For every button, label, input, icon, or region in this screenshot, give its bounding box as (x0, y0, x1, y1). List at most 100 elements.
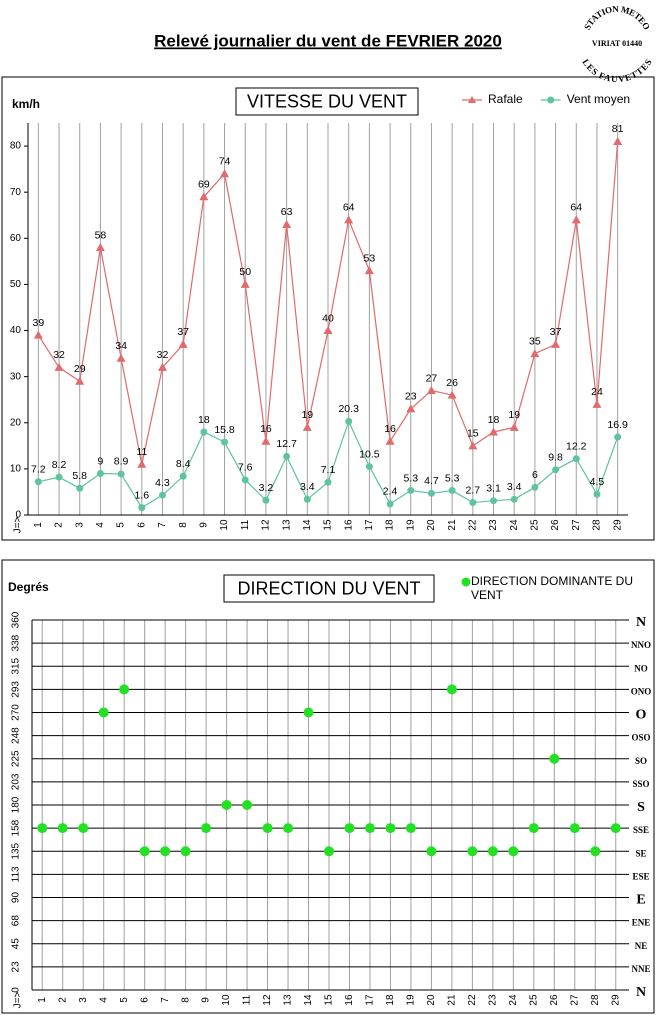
y-tick-label: 315 (11, 657, 22, 674)
x-tick-label: 4 (95, 522, 106, 528)
point (76, 484, 84, 492)
y-tick-label: 80 (10, 141, 22, 152)
data-label: 3.1 (486, 482, 501, 494)
y2-tick-label: OSO (631, 733, 650, 743)
data-label: 5.8 (72, 470, 87, 482)
x-tick-label: 8 (180, 997, 191, 1003)
point (283, 823, 294, 834)
y2-tick-label: E (636, 893, 645, 908)
y-axis-title: Degrés (8, 580, 49, 594)
point (75, 376, 85, 385)
page-title: Relevé journalier du vent de FEVRIER 202… (154, 31, 502, 50)
point (592, 399, 602, 408)
stamp-top: STATION METEO (582, 4, 652, 32)
data-label: 15.8 (214, 424, 235, 436)
point (323, 326, 333, 335)
x-tick-label: 20 (426, 519, 437, 531)
point (447, 390, 457, 399)
x-tick-label: 2 (57, 997, 68, 1003)
y-tick-label: 158 (11, 819, 22, 836)
x-tick-label: 26 (549, 994, 560, 1006)
point (78, 823, 89, 834)
x-tick-label: 19 (406, 994, 417, 1006)
x-tick-label: 29 (612, 519, 623, 531)
y2-tick-label: N (636, 985, 646, 1000)
y-tick-label: 60 (10, 233, 22, 244)
x-tick-label: 10 (219, 519, 230, 531)
point (220, 169, 230, 178)
x-axis-title: J=> (13, 517, 24, 534)
point (385, 436, 395, 445)
data-label: 4.3 (155, 477, 170, 489)
point (614, 433, 622, 441)
x-tick-label: 25 (528, 994, 539, 1006)
y-tick-label: 225 (11, 750, 22, 767)
legend-label: Rafale (488, 92, 523, 106)
data-label: 2.4 (383, 486, 398, 498)
point (282, 219, 292, 228)
data-label: 19 (301, 409, 313, 421)
point (137, 459, 147, 468)
point (262, 823, 273, 834)
data-label: 8.2 (52, 459, 67, 471)
point (593, 490, 601, 498)
y2-tick-label: NNO (631, 640, 651, 650)
data-label: 32 (53, 349, 65, 361)
data-label: 3.4 (507, 481, 522, 493)
legend-marker (468, 96, 476, 103)
data-label: 39 (33, 317, 45, 329)
data-label: 7.1 (321, 464, 336, 476)
data-label: 37 (177, 326, 189, 338)
point (531, 483, 539, 491)
point (240, 279, 250, 288)
x-tick-label: 26 (550, 519, 561, 531)
point (490, 497, 498, 505)
x-tick-label: 1 (33, 522, 44, 528)
x-axis-title: J=> (13, 992, 24, 1009)
data-label: 74 (219, 156, 231, 168)
point (201, 823, 212, 834)
point (303, 707, 314, 718)
data-label: 4.7 (424, 475, 439, 487)
point (571, 215, 581, 224)
y-tick-label: 70 (10, 187, 22, 198)
chart-title: DIRECTION DU VENT (237, 578, 420, 598)
data-label: 20.3 (338, 403, 359, 415)
data-label: 1.6 (134, 489, 149, 501)
x-tick-label: 22 (467, 519, 478, 531)
point (261, 436, 271, 445)
x-tick-label: 18 (385, 519, 396, 531)
legend-marker (547, 96, 555, 104)
x-tick-label: 5 (119, 997, 130, 1003)
point (178, 339, 188, 348)
point (345, 417, 353, 425)
y-tick-label: 40 (10, 325, 22, 336)
point (569, 823, 580, 834)
point (613, 136, 623, 145)
point (54, 362, 64, 371)
data-label: 2.7 (466, 484, 481, 496)
x-tick-label: 9 (201, 997, 212, 1003)
data-label: 3.4 (300, 481, 315, 493)
data-label: 23 (405, 391, 417, 403)
point (324, 478, 332, 486)
point (55, 473, 63, 481)
x-tick-label: 15 (324, 994, 335, 1006)
point (364, 823, 375, 834)
data-label: 40 (322, 312, 334, 324)
data-label: 64 (570, 202, 582, 214)
y2-tick-label: SE (635, 848, 646, 858)
data-label: 63 (281, 206, 293, 218)
x-tick-label: 13 (281, 519, 292, 531)
data-label: 9 (97, 455, 103, 467)
point (116, 353, 126, 362)
x-tick-label: 8 (178, 522, 189, 528)
x-tick-label: 20 (426, 994, 437, 1006)
point (590, 846, 601, 857)
data-label: 10.5 (359, 448, 380, 460)
x-tick-label: 23 (488, 994, 499, 1006)
point (302, 422, 312, 431)
x-tick-label: 12 (261, 519, 272, 531)
point (117, 470, 125, 478)
